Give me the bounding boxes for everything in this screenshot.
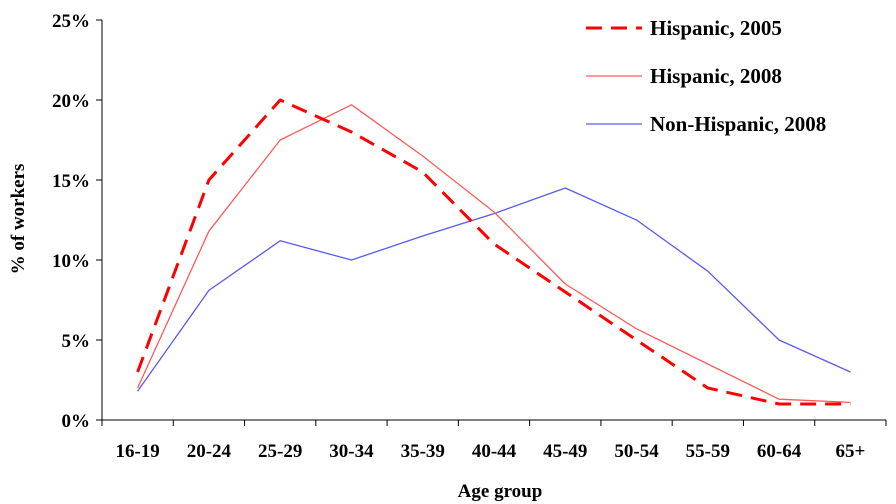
x-tick-label: 25-29 [258,441,302,462]
y-tick-label: 5% [62,331,91,352]
y-axis-ticks: 0% 5% 10% 15% 20% 25% [52,11,102,432]
series-layer [136,98,851,406]
x-tick-label: 50-54 [614,441,659,462]
x-axis-ticks: 16-19 20-24 25-29 30-34 35-39 40-44 45-49 50-54… [101,420,887,462]
x-tick-label: 40-44 [472,441,517,462]
y-tick-label: 25% [52,11,90,32]
y-tick-label: 10% [52,251,90,272]
x-tick-label: 20-24 [187,441,232,462]
x-tick-label: 16-19 [115,441,159,462]
series-line-1 [136,98,851,406]
x-axis-title: Age group [458,481,543,502]
legend-label-2: Hispanic, 2008 [650,64,782,88]
x-tick-label: 30-34 [329,441,374,462]
series-line-2 [137,104,851,404]
y-axis-title: % of workers [8,164,29,275]
y-tick-label: 0% [62,411,91,432]
y-tick-label: 20% [52,91,90,112]
legend-label-3: Non-Hispanic, 2008 [650,112,826,136]
x-tick-label: 55-59 [686,441,730,462]
series-line-3 [137,187,851,392]
x-tick-label: 35-39 [401,441,445,462]
x-tick-label: 65+ [835,441,865,462]
legend-label-1: Hispanic, 2005 [650,16,782,40]
x-tick-label: 60-64 [757,441,802,462]
y-tick-label: 15% [52,171,90,192]
x-tick-label: 45-49 [543,441,587,462]
legend: Hispanic, 2005 Hispanic, 2008 Non-Hispanic… [586,16,826,136]
chart-axes [101,20,886,421]
